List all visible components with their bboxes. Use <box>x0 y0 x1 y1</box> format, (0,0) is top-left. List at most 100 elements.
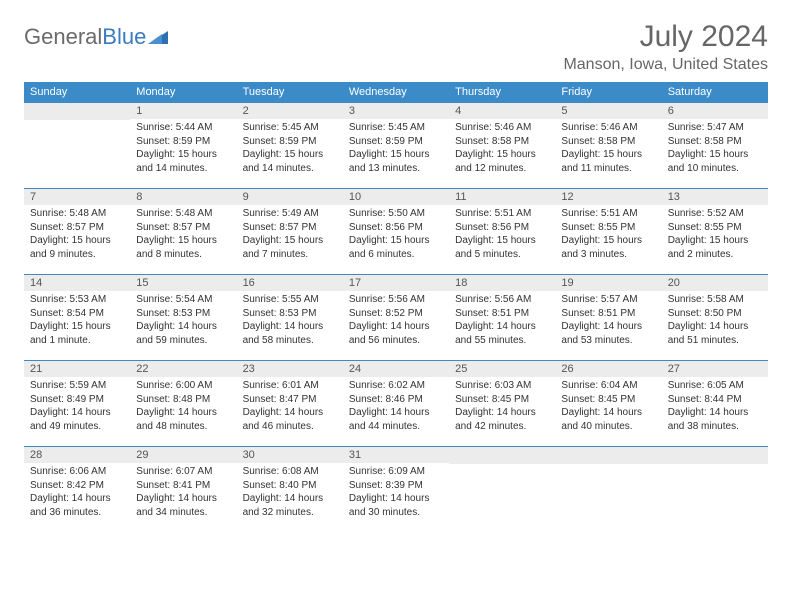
sunrise-text: Sunrise: 5:51 AM <box>561 207 655 221</box>
calendar-day-cell: 30Sunrise: 6:08 AMSunset: 8:40 PMDayligh… <box>237 447 343 533</box>
calendar-day-cell: 4Sunrise: 5:46 AMSunset: 8:58 PMDaylight… <box>449 103 555 189</box>
calendar-day-cell: 23Sunrise: 6:01 AMSunset: 8:47 PMDayligh… <box>237 361 343 447</box>
sunset-text: Sunset: 8:51 PM <box>561 307 655 321</box>
day-number: 27 <box>662 361 768 377</box>
sunrise-text: Sunrise: 5:46 AM <box>455 121 549 135</box>
calendar-day-cell: 16Sunrise: 5:55 AMSunset: 8:53 PMDayligh… <box>237 275 343 361</box>
daylight-text: Daylight: 14 hours and 56 minutes. <box>349 320 443 347</box>
sunset-text: Sunset: 8:55 PM <box>561 221 655 235</box>
sunrise-text: Sunrise: 6:09 AM <box>349 465 443 479</box>
day-details: Sunrise: 6:04 AMSunset: 8:45 PMDaylight:… <box>555 377 661 437</box>
daylight-text: Daylight: 14 hours and 44 minutes. <box>349 406 443 433</box>
daylight-text: Daylight: 15 hours and 5 minutes. <box>455 234 549 261</box>
calendar-day-cell: 31Sunrise: 6:09 AMSunset: 8:39 PMDayligh… <box>343 447 449 533</box>
calendar-week-row: 14Sunrise: 5:53 AMSunset: 8:54 PMDayligh… <box>24 275 768 361</box>
day-number: 19 <box>555 275 661 291</box>
title-block: July 2024 Manson, Iowa, United States <box>563 20 768 74</box>
daylight-text: Daylight: 15 hours and 12 minutes. <box>455 148 549 175</box>
day-number: 23 <box>237 361 343 377</box>
day-details: Sunrise: 6:00 AMSunset: 8:48 PMDaylight:… <box>130 377 236 437</box>
daylight-text: Daylight: 15 hours and 14 minutes. <box>136 148 230 175</box>
sunrise-text: Sunrise: 6:02 AM <box>349 379 443 393</box>
day-number: 13 <box>662 189 768 205</box>
day-number <box>555 447 661 464</box>
sunrise-text: Sunrise: 5:48 AM <box>136 207 230 221</box>
day-header: Saturday <box>662 82 768 103</box>
day-details: Sunrise: 5:55 AMSunset: 8:53 PMDaylight:… <box>237 291 343 351</box>
sunset-text: Sunset: 8:49 PM <box>30 393 124 407</box>
daylight-text: Daylight: 14 hours and 34 minutes. <box>136 492 230 519</box>
day-number: 22 <box>130 361 236 377</box>
sunset-text: Sunset: 8:59 PM <box>349 135 443 149</box>
daylight-text: Daylight: 15 hours and 2 minutes. <box>668 234 762 261</box>
sunset-text: Sunset: 8:42 PM <box>30 479 124 493</box>
day-number: 12 <box>555 189 661 205</box>
sunrise-text: Sunrise: 5:53 AM <box>30 293 124 307</box>
day-number: 28 <box>24 447 130 463</box>
daylight-text: Daylight: 14 hours and 48 minutes. <box>136 406 230 433</box>
calendar-day-cell: 9Sunrise: 5:49 AMSunset: 8:57 PMDaylight… <box>237 189 343 275</box>
calendar-day-cell: 19Sunrise: 5:57 AMSunset: 8:51 PMDayligh… <box>555 275 661 361</box>
sunset-text: Sunset: 8:45 PM <box>561 393 655 407</box>
daylight-text: Daylight: 14 hours and 38 minutes. <box>668 406 762 433</box>
daylight-text: Daylight: 14 hours and 49 minutes. <box>30 406 124 433</box>
day-number: 14 <box>24 275 130 291</box>
day-header: Tuesday <box>237 82 343 103</box>
calendar-day-cell: 25Sunrise: 6:03 AMSunset: 8:45 PMDayligh… <box>449 361 555 447</box>
day-details: Sunrise: 6:08 AMSunset: 8:40 PMDaylight:… <box>237 463 343 523</box>
daylight-text: Daylight: 15 hours and 9 minutes. <box>30 234 124 261</box>
sunrise-text: Sunrise: 5:45 AM <box>349 121 443 135</box>
daylight-text: Daylight: 14 hours and 55 minutes. <box>455 320 549 347</box>
day-number: 8 <box>130 189 236 205</box>
day-details: Sunrise: 5:46 AMSunset: 8:58 PMDaylight:… <box>449 119 555 179</box>
sunrise-text: Sunrise: 6:00 AM <box>136 379 230 393</box>
brand-part2: Blue <box>102 24 146 50</box>
day-number: 1 <box>130 103 236 119</box>
sunset-text: Sunset: 8:58 PM <box>668 135 762 149</box>
calendar-header-row: Sunday Monday Tuesday Wednesday Thursday… <box>24 82 768 103</box>
day-details: Sunrise: 5:51 AMSunset: 8:55 PMDaylight:… <box>555 205 661 265</box>
daylight-text: Daylight: 15 hours and 1 minute. <box>30 320 124 347</box>
sunrise-text: Sunrise: 5:58 AM <box>668 293 762 307</box>
day-details: Sunrise: 5:53 AMSunset: 8:54 PMDaylight:… <box>24 291 130 351</box>
day-number: 26 <box>555 361 661 377</box>
sunset-text: Sunset: 8:58 PM <box>455 135 549 149</box>
sunset-text: Sunset: 8:53 PM <box>243 307 337 321</box>
day-number: 9 <box>237 189 343 205</box>
sunset-text: Sunset: 8:45 PM <box>455 393 549 407</box>
sunset-text: Sunset: 8:46 PM <box>349 393 443 407</box>
daylight-text: Daylight: 14 hours and 36 minutes. <box>30 492 124 519</box>
calendar-day-cell: 5Sunrise: 5:46 AMSunset: 8:58 PMDaylight… <box>555 103 661 189</box>
calendar-day-cell: 13Sunrise: 5:52 AMSunset: 8:55 PMDayligh… <box>662 189 768 275</box>
calendar-day-cell: 22Sunrise: 6:00 AMSunset: 8:48 PMDayligh… <box>130 361 236 447</box>
sunrise-text: Sunrise: 6:05 AM <box>668 379 762 393</box>
sunset-text: Sunset: 8:59 PM <box>136 135 230 149</box>
calendar-day-cell: 29Sunrise: 6:07 AMSunset: 8:41 PMDayligh… <box>130 447 236 533</box>
calendar-day-cell: 14Sunrise: 5:53 AMSunset: 8:54 PMDayligh… <box>24 275 130 361</box>
calendar-day-cell: 27Sunrise: 6:05 AMSunset: 8:44 PMDayligh… <box>662 361 768 447</box>
day-number <box>449 447 555 464</box>
sunrise-text: Sunrise: 6:06 AM <box>30 465 124 479</box>
sunset-text: Sunset: 8:55 PM <box>668 221 762 235</box>
sunset-text: Sunset: 8:58 PM <box>561 135 655 149</box>
daylight-text: Daylight: 14 hours and 46 minutes. <box>243 406 337 433</box>
sunrise-text: Sunrise: 5:55 AM <box>243 293 337 307</box>
daylight-text: Daylight: 15 hours and 8 minutes. <box>136 234 230 261</box>
sunrise-text: Sunrise: 5:47 AM <box>668 121 762 135</box>
calendar-day-cell: 15Sunrise: 5:54 AMSunset: 8:53 PMDayligh… <box>130 275 236 361</box>
day-number: 17 <box>343 275 449 291</box>
day-details: Sunrise: 6:06 AMSunset: 8:42 PMDaylight:… <box>24 463 130 523</box>
daylight-text: Daylight: 14 hours and 32 minutes. <box>243 492 337 519</box>
day-details: Sunrise: 5:59 AMSunset: 8:49 PMDaylight:… <box>24 377 130 437</box>
daylight-text: Daylight: 15 hours and 7 minutes. <box>243 234 337 261</box>
day-details: Sunrise: 6:01 AMSunset: 8:47 PMDaylight:… <box>237 377 343 437</box>
daylight-text: Daylight: 14 hours and 59 minutes. <box>136 320 230 347</box>
calendar-day-cell: 1Sunrise: 5:44 AMSunset: 8:59 PMDaylight… <box>130 103 236 189</box>
page-header: GeneralBlue July 2024 Manson, Iowa, Unit… <box>24 20 768 74</box>
calendar-day-cell <box>662 447 768 533</box>
day-details: Sunrise: 5:50 AMSunset: 8:56 PMDaylight:… <box>343 205 449 265</box>
calendar-day-cell: 12Sunrise: 5:51 AMSunset: 8:55 PMDayligh… <box>555 189 661 275</box>
calendar-day-cell: 3Sunrise: 5:45 AMSunset: 8:59 PMDaylight… <box>343 103 449 189</box>
calendar-week-row: 28Sunrise: 6:06 AMSunset: 8:42 PMDayligh… <box>24 447 768 533</box>
day-details: Sunrise: 6:05 AMSunset: 8:44 PMDaylight:… <box>662 377 768 437</box>
